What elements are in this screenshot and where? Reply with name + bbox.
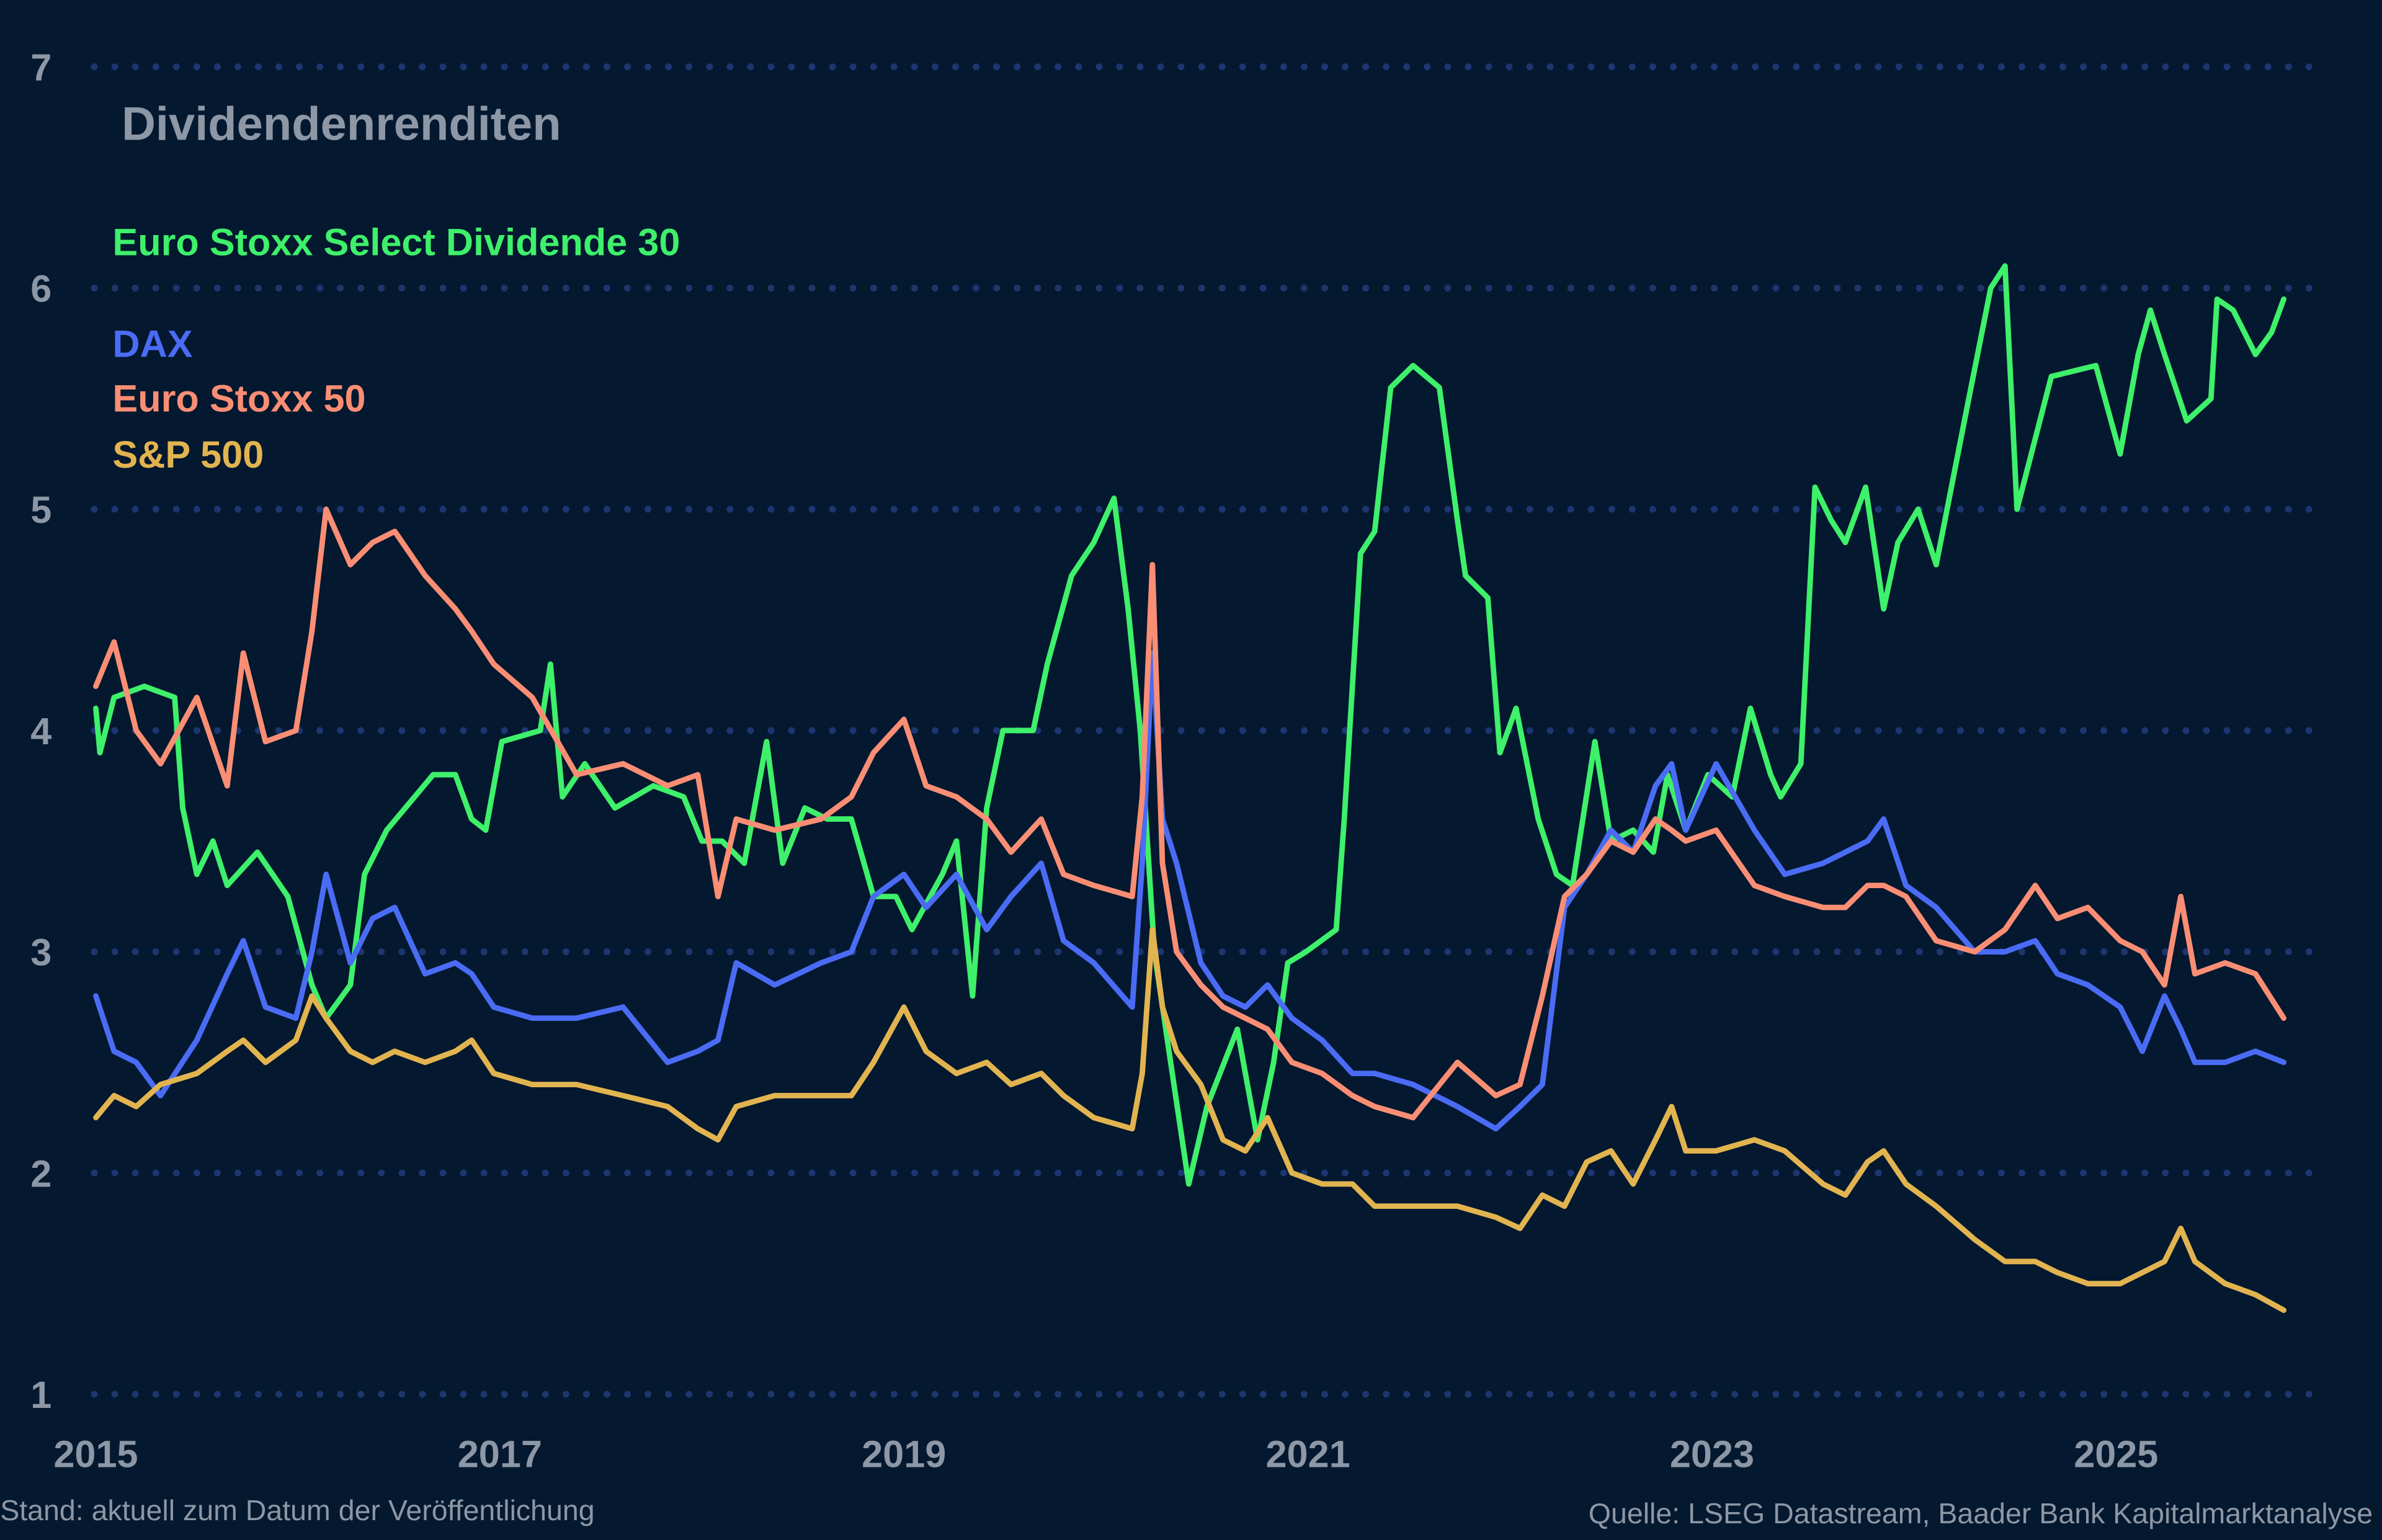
series-line-dax [93,650,2287,1132]
legend-item-euro-stoxx-50: Euro Stoxx 50 [112,378,365,420]
y-tick-label: 4 [30,710,51,752]
y-axis: 1 2 3 4 5 6 7 [30,47,51,1416]
legend: Euro Stoxx Select Dividende 30 DAX Euro … [112,221,680,476]
legend-item-dax: DAX [112,323,192,365]
footer-source: Quelle: LSEG Datastream, Baader Bank Kap… [1589,1497,2373,1529]
x-tick-label: 2021 [1265,1433,1350,1475]
x-tick-label: 2015 [53,1433,138,1475]
x-axis: 2015 2017 2019 2021 2023 2025 [53,1433,2158,1475]
y-tick-label: 5 [30,489,51,531]
series-line-euro-stoxx-select-dividende-30 [93,263,2287,1187]
footer-note: Stand: aktuell zum Datum der Veröffentli… [0,1494,594,1526]
x-tick-label: 2025 [2074,1433,2158,1475]
series-line-euro-stoxx-50 [93,506,2287,1121]
x-tick-label: 2023 [1670,1433,1754,1475]
y-tick-label: 2 [30,1152,51,1195]
y-tick-label: 1 [30,1374,51,1416]
series-lines [93,263,2287,1313]
chart-title: Dividendenrenditen [122,97,561,150]
y-tick-label: 3 [30,932,51,974]
gridlines [91,63,2319,1398]
legend-item-sp-500: S&P 500 [112,434,264,476]
legend-item-euro-stoxx-select-dividend-30: Euro Stoxx Select Dividende 30 [112,221,680,263]
x-tick-label: 2017 [458,1433,542,1475]
y-tick-label: 6 [30,267,51,309]
y-tick-label: 7 [30,47,51,89]
x-tick-label: 2019 [862,1433,946,1475]
series-line-s-p-500 [93,927,2287,1313]
